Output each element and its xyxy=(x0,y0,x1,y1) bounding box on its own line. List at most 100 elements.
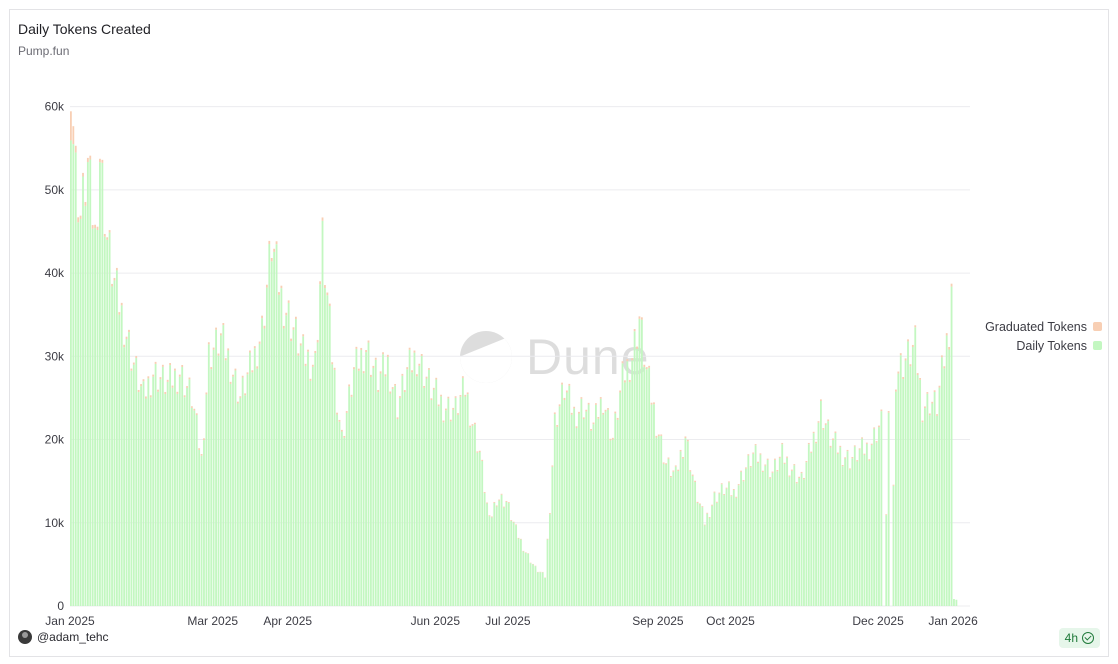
bar-daily-tokens[interactable] xyxy=(166,381,169,606)
bar-daily-tokens[interactable] xyxy=(575,427,578,606)
bar-graduated-tokens[interactable] xyxy=(203,438,205,441)
bar-daily-tokens[interactable] xyxy=(86,162,89,607)
bar-graduated-tokens[interactable] xyxy=(171,385,174,388)
bar-daily-tokens[interactable] xyxy=(396,419,399,606)
bar-graduated-tokens[interactable] xyxy=(495,505,498,507)
bar-graduated-tokens[interactable] xyxy=(186,386,188,388)
bar-graduated-tokens[interactable] xyxy=(430,398,433,400)
bar-graduated-tokens[interactable] xyxy=(696,501,699,503)
bar-graduated-tokens[interactable] xyxy=(674,465,677,467)
bar-graduated-tokens[interactable] xyxy=(660,434,663,436)
bar-daily-tokens[interactable] xyxy=(619,392,622,606)
bar-daily-tokens[interactable] xyxy=(198,449,201,606)
bar-daily-tokens[interactable] xyxy=(684,438,687,606)
bar-daily-tokens[interactable] xyxy=(280,288,283,606)
bar-daily-tokens[interactable] xyxy=(188,379,191,606)
bar-graduated-tokens[interactable] xyxy=(466,392,469,395)
bar-graduated-tokens[interactable] xyxy=(454,396,457,398)
bar-graduated-tokens[interactable] xyxy=(863,453,866,455)
bar-graduated-tokens[interactable] xyxy=(200,454,203,456)
bar-graduated-tokens[interactable] xyxy=(933,390,936,392)
bar-graduated-tokens[interactable] xyxy=(164,391,167,395)
bar-daily-tokens[interactable] xyxy=(413,352,416,606)
bar-daily-tokens[interactable] xyxy=(183,397,186,606)
bar-daily-tokens[interactable] xyxy=(740,471,742,606)
bar-daily-tokens[interactable] xyxy=(636,348,638,606)
bar-graduated-tokens[interactable] xyxy=(624,380,626,383)
bar-daily-tokens[interactable] xyxy=(757,462,759,606)
bar-daily-tokens[interactable] xyxy=(836,453,839,606)
bar-graduated-tokens[interactable] xyxy=(374,357,377,360)
bar-graduated-tokens[interactable] xyxy=(493,501,496,503)
bar-daily-tokens[interactable] xyxy=(367,342,370,606)
bar-daily-tokens[interactable] xyxy=(778,458,781,606)
bar-daily-tokens[interactable] xyxy=(103,236,106,607)
bar-graduated-tokens[interactable] xyxy=(715,501,718,503)
bar-daily-tokens[interactable] xyxy=(916,375,919,606)
bar-daily-tokens[interactable] xyxy=(546,539,549,606)
bar-daily-tokens[interactable] xyxy=(190,407,193,606)
bar-daily-tokens[interactable] xyxy=(810,452,813,606)
bar-graduated-tokens[interactable] xyxy=(573,406,576,409)
bar-daily-tokens[interactable] xyxy=(841,466,844,606)
bar-graduated-tokens[interactable] xyxy=(870,443,873,445)
bar-graduated-tokens[interactable] xyxy=(239,396,242,398)
bar-daily-tokens[interactable] xyxy=(885,515,888,606)
bar-daily-tokens[interactable] xyxy=(292,329,295,606)
bar-graduated-tokens[interactable] xyxy=(302,334,305,337)
bar-daily-tokens[interactable] xyxy=(534,566,537,606)
bar-graduated-tokens[interactable] xyxy=(275,241,278,245)
bar-daily-tokens[interactable] xyxy=(478,452,481,606)
bar-daily-tokens[interactable] xyxy=(394,385,397,606)
bar-graduated-tokens[interactable] xyxy=(343,435,346,438)
bar-graduated-tokens[interactable] xyxy=(287,300,290,303)
bar-graduated-tokens[interactable] xyxy=(725,487,728,489)
bar-daily-tokens[interactable] xyxy=(249,352,251,606)
bar-daily-tokens[interactable] xyxy=(858,449,861,606)
bar-daily-tokens[interactable] xyxy=(856,461,859,606)
bar-graduated-tokens[interactable] xyxy=(800,471,803,474)
bar-daily-tokens[interactable] xyxy=(667,458,670,606)
bar-graduated-tokens[interactable] xyxy=(152,374,155,377)
bar-daily-tokens[interactable] xyxy=(273,251,276,606)
bar-daily-tokens[interactable] xyxy=(481,460,484,606)
bar-daily-tokens[interactable] xyxy=(340,431,343,606)
bar-graduated-tokens[interactable] xyxy=(551,465,554,467)
bar-daily-tokens[interactable] xyxy=(345,412,348,606)
bar-graduated-tokens[interactable] xyxy=(169,363,172,366)
bar-daily-tokens[interactable] xyxy=(483,493,486,606)
bar-daily-tokens[interactable] xyxy=(817,422,820,606)
bar-daily-tokens[interactable] xyxy=(113,280,116,606)
bar-graduated-tokens[interactable] xyxy=(147,376,150,379)
bar-daily-tokens[interactable] xyxy=(331,364,334,606)
bar-graduated-tokens[interactable] xyxy=(145,396,147,399)
bar-graduated-tokens[interactable] xyxy=(720,483,723,485)
bar-graduated-tokens[interactable] xyxy=(582,417,585,420)
bar-graduated-tokens[interactable] xyxy=(268,240,271,245)
bar-graduated-tokens[interactable] xyxy=(207,342,210,345)
bar-graduated-tokens[interactable] xyxy=(776,470,779,472)
bar-daily-tokens[interactable] xyxy=(348,386,351,606)
bar-daily-tokens[interactable] xyxy=(520,539,522,606)
bar-daily-tokens[interactable] xyxy=(628,382,631,606)
bar-daily-tokens[interactable] xyxy=(304,365,307,606)
bar-daily-tokens[interactable] xyxy=(495,506,498,606)
bar-graduated-tokens[interactable] xyxy=(500,493,503,495)
bar-daily-tokens[interactable] xyxy=(902,379,905,606)
bar-daily-tokens[interactable] xyxy=(319,284,322,606)
bar-graduated-tokens[interactable] xyxy=(149,395,152,398)
bar-daily-tokens[interactable] xyxy=(677,471,680,606)
bar-daily-tokens[interactable] xyxy=(849,469,851,606)
bar-graduated-tokens[interactable] xyxy=(111,283,113,287)
bar-graduated-tokens[interactable] xyxy=(142,379,145,382)
bar-graduated-tokens[interactable] xyxy=(667,457,670,459)
bar-graduated-tokens[interactable] xyxy=(408,347,411,350)
bar-daily-tokens[interactable] xyxy=(582,419,585,606)
bar-graduated-tokens[interactable] xyxy=(790,469,793,471)
bar-graduated-tokens[interactable] xyxy=(788,475,791,477)
bar-graduated-tokens[interactable] xyxy=(749,466,752,468)
bar-daily-tokens[interactable] xyxy=(227,350,230,606)
bar-graduated-tokens[interactable] xyxy=(140,384,142,387)
bar-graduated-tokens[interactable] xyxy=(524,552,527,553)
bar-graduated-tokens[interactable] xyxy=(737,484,740,486)
